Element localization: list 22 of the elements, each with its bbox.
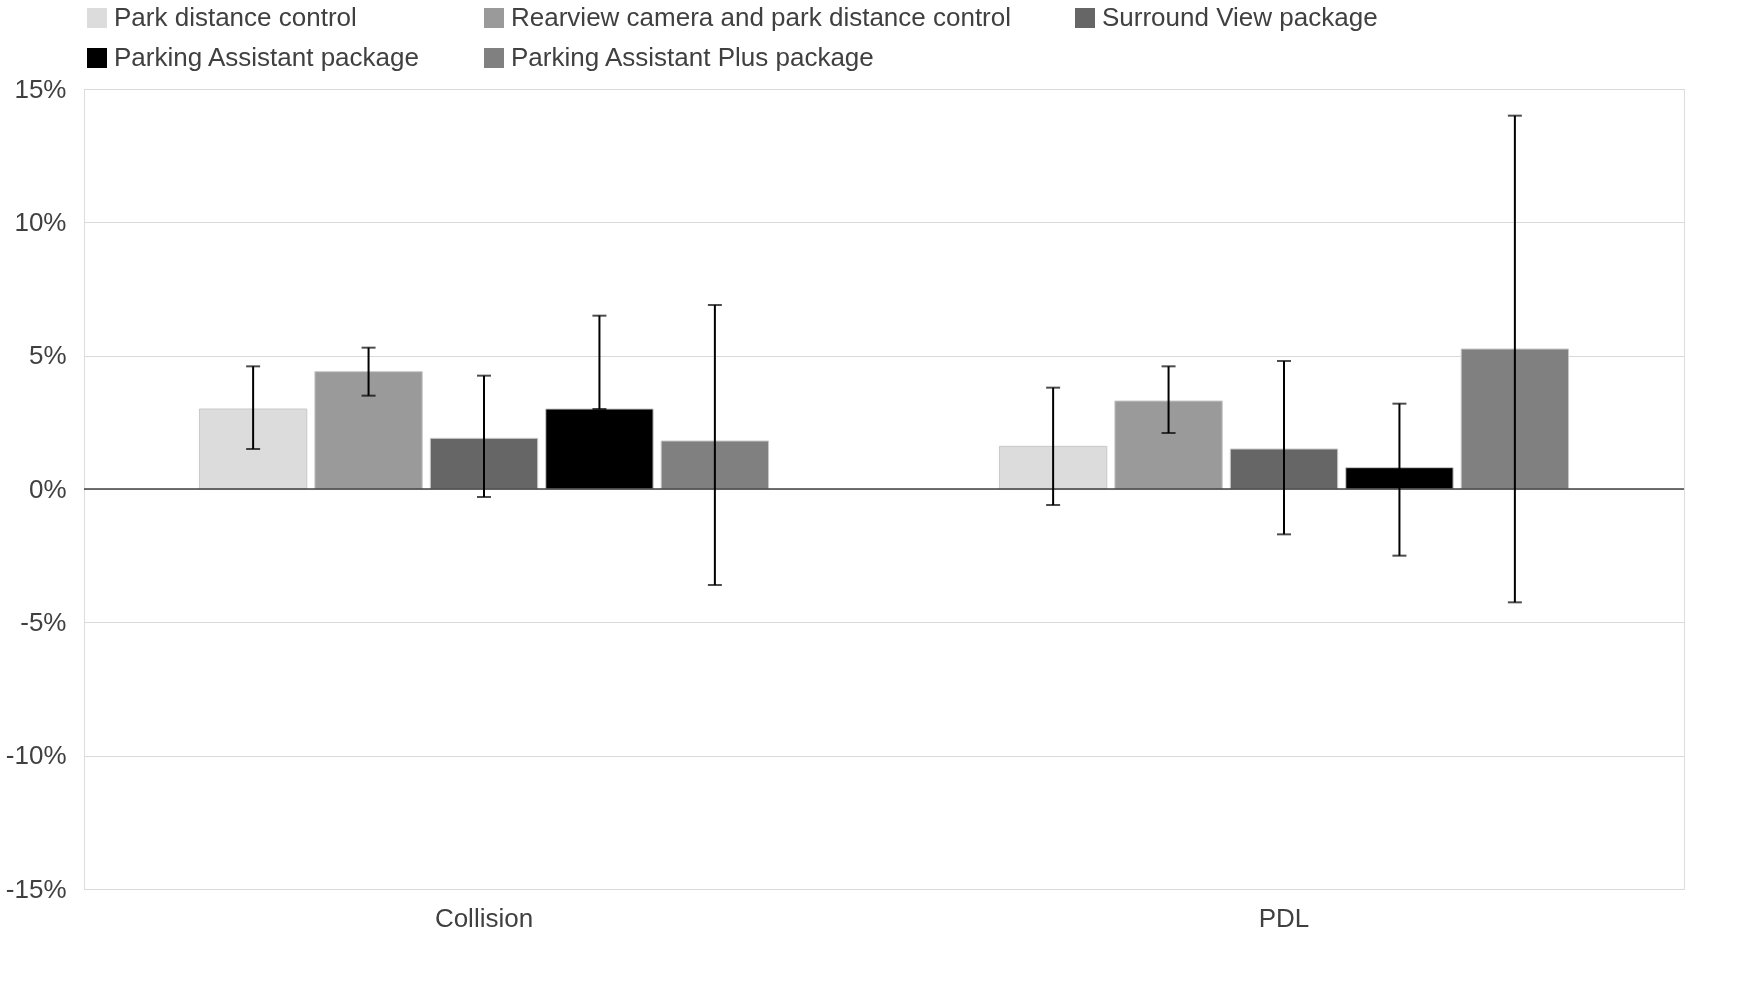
legend-label: Surround View package [1102, 2, 1378, 32]
legend-label: Rearview camera and park distance control [511, 2, 1012, 32]
bar [1460, 348, 1570, 490]
legend-label: Park distance control [114, 2, 357, 32]
y-tick-label: 5% [28, 340, 67, 371]
bar [660, 440, 770, 490]
bar [1229, 448, 1339, 490]
y-tick-label: 10% [14, 206, 67, 237]
legend-label: Parking Assistant package [114, 42, 419, 72]
bar [198, 408, 308, 490]
x-tick-label: Collision [434, 902, 534, 933]
bar [998, 445, 1108, 490]
legend-label: Parking Assistant Plus package [511, 42, 874, 72]
bar [314, 371, 423, 490]
x-tick-label: PDL [1258, 902, 1310, 933]
y-tick-label: -15% [5, 873, 67, 904]
bar [1114, 400, 1223, 490]
y-tick-label: -5% [20, 606, 67, 637]
y-tick-label: 0% [28, 473, 67, 504]
y-tick-label: -10% [5, 740, 67, 771]
bar [429, 437, 539, 490]
y-tick-label: 15% [14, 73, 67, 104]
